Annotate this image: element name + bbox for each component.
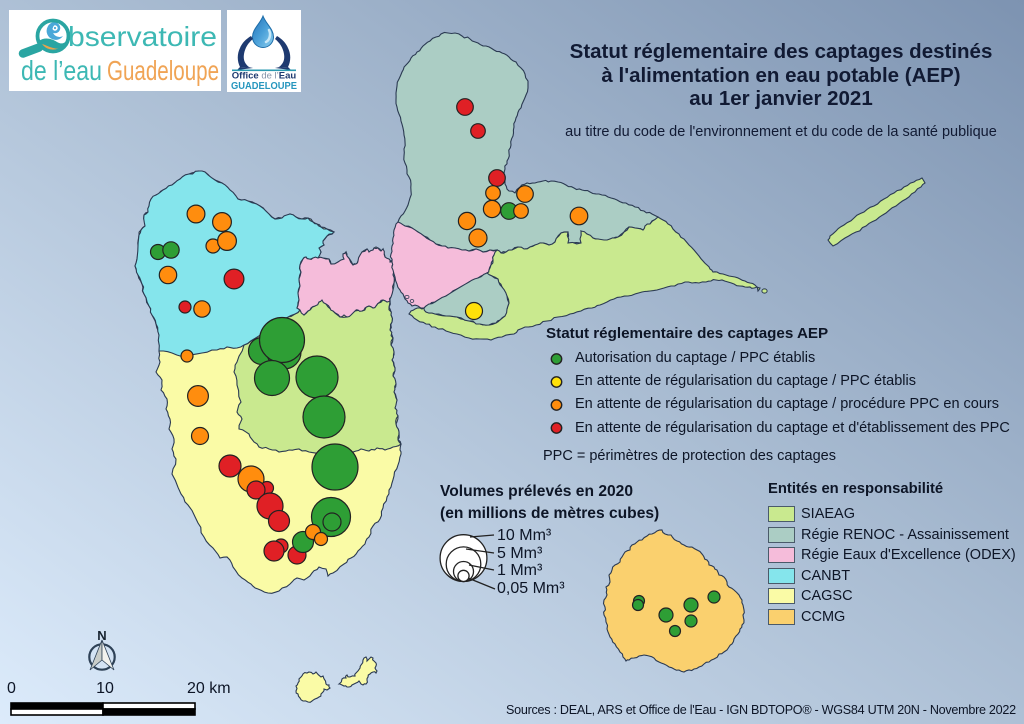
svg-text:N: N [97, 628, 106, 643]
svg-text:de l’eau: de l’eau [21, 55, 102, 86]
svg-text:Guadeloupe: Guadeloupe [107, 55, 219, 86]
svg-text:bservatoire: bservatoire [68, 21, 217, 52]
svg-text:Office de l’Eau: Office de l’Eau [232, 71, 297, 82]
svg-text:GUADELOUPE: GUADELOUPE [231, 81, 297, 92]
